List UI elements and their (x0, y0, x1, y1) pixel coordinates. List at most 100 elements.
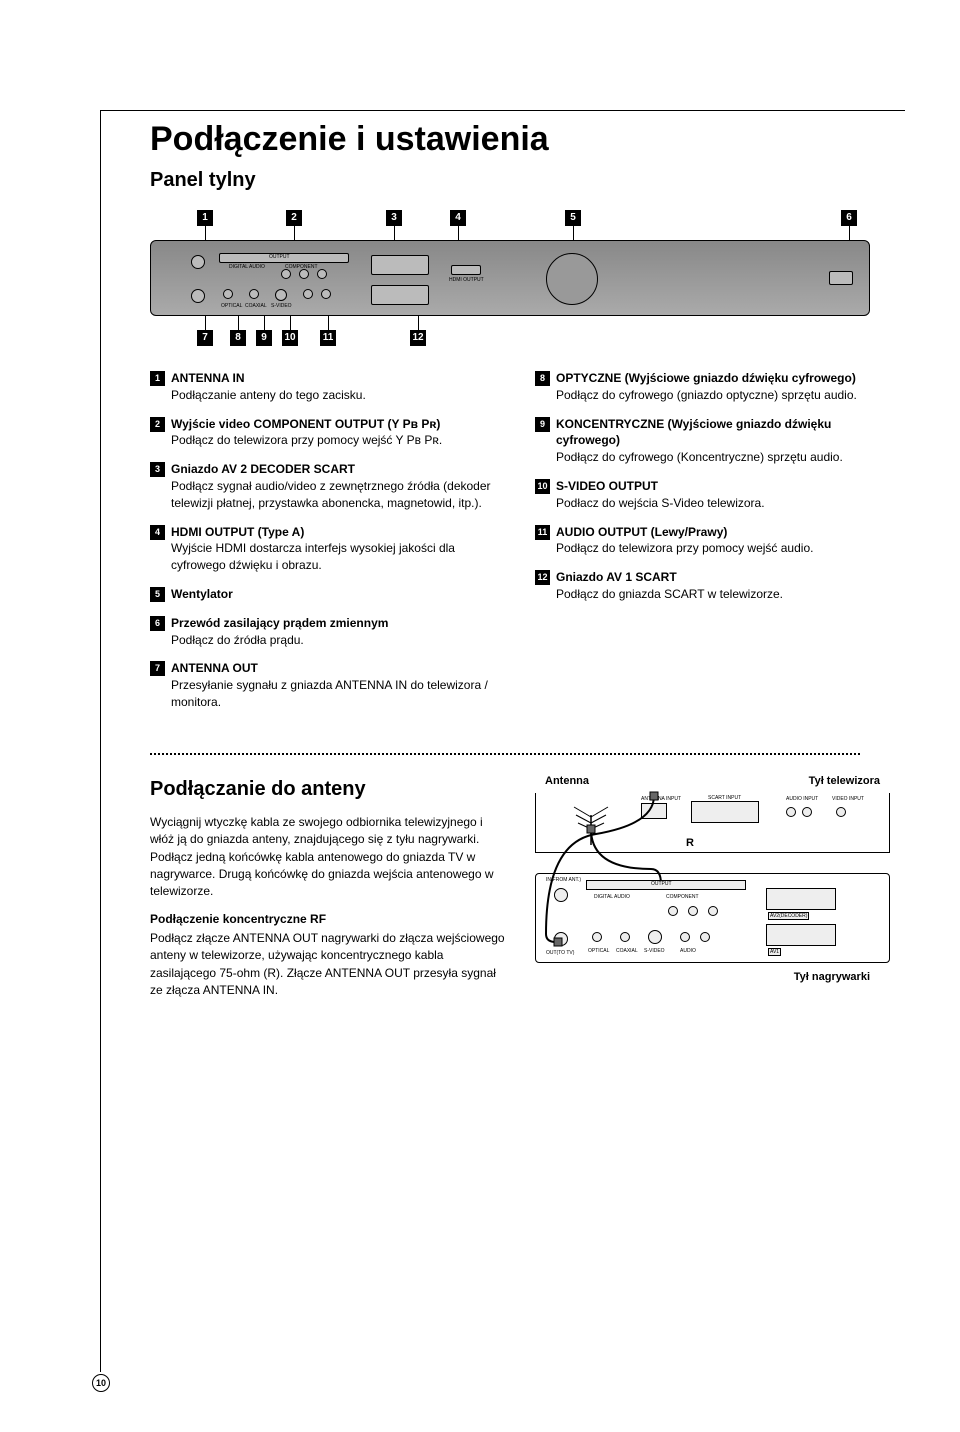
rec-audio-r (700, 932, 710, 942)
callout-10: 10 (282, 330, 298, 346)
item-5: 5 Wentylator (150, 586, 505, 603)
bottom-callouts-row: 789101112 (150, 320, 890, 350)
tv-audio-r (802, 807, 812, 817)
output-label: OUTPUT (269, 254, 290, 260)
item-num-7: 7 (150, 661, 165, 676)
item-title-5: Wentylator (171, 587, 233, 601)
port-optical (223, 289, 233, 299)
rf-subhead: Podłączenie koncentryczne RF (150, 911, 505, 928)
port-pb (299, 269, 309, 279)
callout-5: 5 (565, 210, 581, 226)
port-power (829, 271, 853, 285)
port-antenna-out (191, 289, 205, 303)
port-svideo (275, 289, 287, 301)
item-num-11: 11 (535, 525, 550, 540)
rear-panel-figure: 1 2 3 4 5 6 OUTPUT OPTICAL COAXIAL S-VIDEO DI… (120, 210, 890, 350)
item-title-11: AUDIO OUTPUT (Lewy/Prawy) (556, 525, 727, 539)
label-antenna: Antenna (545, 775, 589, 787)
item-body-1: ANTENNA IN Podłączanie anteny do tego zac… (171, 370, 505, 404)
port-hdmi (451, 265, 481, 275)
item-body-8: OPTYCZNE (Wyjściowe gniazdo dźwięku cyfr… (556, 370, 890, 404)
item-title-4: HDMI OUTPUT (Type A) (171, 525, 304, 539)
callout-1: 1 (197, 210, 213, 226)
lbl-optical: OPTICAL (221, 303, 242, 309)
item-10: 10S-VIDEO OUTPUTPodłacz do wejścia S-Vid… (535, 478, 890, 512)
item-desc-3: Podłącz sygnał audio/video z zewnętrzneg… (171, 479, 491, 510)
rec-scart1 (766, 924, 836, 946)
item-num-5: 5 (150, 587, 165, 602)
lbl-rec-av2: AV2(DECODER) (768, 912, 809, 920)
lbl-audio-input: AUDIO INPUT (786, 796, 818, 802)
callout-line-4 (458, 226, 459, 240)
item-title-12: Gniazdo AV 1 SCART (556, 570, 677, 584)
lbl-scart-input: SCART INPUT (708, 795, 741, 801)
item-11: 11 AUDIO OUTPUT (Lewy/Prawy) Podłącz do te… (535, 524, 890, 558)
item-title-2: Wyjście video COMPONENT OUTPUT (Y Pʙ Pʀ) (171, 417, 440, 431)
callout-line-10 (290, 316, 291, 330)
item-title-7: ANTENNA OUT (171, 661, 258, 675)
item-body-7: ANTENNA OUT Przesyłanie sygnału z gniazda… (171, 660, 505, 710)
rec-pb (688, 906, 698, 916)
port-audio-r (321, 289, 331, 299)
item-body-3: Gniazdo AV 2 DECODER SCARTPodłącz sygnał… (171, 461, 505, 511)
lbl-digaudio: DIGITAL AUDIO (229, 264, 265, 270)
item-title-1: ANTENNA IN (171, 371, 245, 385)
item-9: 9 KONCENTRYCZNE (Wyjściowe gniazdo dźwięk… (535, 416, 890, 466)
tv-video-in (836, 807, 846, 817)
label-recorder-back: Tył nagrywarki (535, 971, 890, 983)
port-coaxial (249, 289, 259, 299)
callout-line-7 (205, 316, 206, 330)
lbl-video-input: VIDEO INPUT (832, 796, 864, 802)
port-scart-av2 (371, 255, 429, 275)
item-body-5: Wentylator (171, 586, 505, 603)
lbl-component: COMPONENT (285, 264, 318, 270)
port-fan (546, 253, 598, 305)
item-body-6: Przewód zasilający prądem zmiennymPodłąc… (171, 615, 505, 649)
item-title-9: KONCENTRYCZNE (Wyjściowe gniazdo dźwięku… (556, 417, 831, 448)
page-number: 10 (92, 1374, 110, 1392)
item-num-3: 3 (150, 462, 165, 477)
r-label: R (686, 837, 694, 849)
rec-pr (708, 906, 718, 916)
rec-scart2 (766, 888, 836, 910)
item-num-12: 12 (535, 570, 550, 585)
port-scart-av1 (371, 285, 429, 305)
item-title-8: OPTYCZNE (Wyjściowe gniazdo dźwięku cyfr… (556, 371, 856, 385)
item-num-6: 6 (150, 616, 165, 631)
item-desc-7: Przesyłanie sygnału z gniazda ANTENNA IN… (171, 678, 488, 709)
item-title-10: S-VIDEO OUTPUT (556, 479, 658, 493)
diagram-top-labels: Antenna Tył telewizora (535, 775, 890, 787)
callout-4: 4 (450, 210, 466, 226)
callout-line-6 (849, 226, 850, 240)
item-body-11: AUDIO OUTPUT (Lewy/Prawy) Podłącz do tele… (556, 524, 890, 558)
item-desc-2: Podłącz do telewizora przy pomocy wejść … (171, 433, 442, 447)
item-body-10: S-VIDEO OUTPUT Podłacz do wejścia S-Video… (556, 478, 890, 512)
item-num-9: 9 (535, 417, 550, 432)
item-4: 4HDMI OUTPUT (Type A)Wyjście HDMI dostar… (150, 524, 505, 574)
antenna-para2: Podłącz złącze ANTENNA OUT nagrywarki do… (150, 930, 505, 1000)
item-desc-11: Podłącz do telewizora przy pomocy wejść … (556, 541, 813, 555)
callout-line-5 (573, 226, 574, 240)
callout-line-8 (238, 316, 239, 330)
divider (150, 753, 860, 755)
callout-3: 3 (386, 210, 402, 226)
tv-audio-l (786, 807, 796, 817)
callout-9: 9 (256, 330, 272, 346)
callout-line-3 (394, 226, 395, 240)
item-body-2: Wyjście video COMPONENT OUTPUT (Y Pʙ Pʀ)… (171, 416, 505, 450)
item-num-1: 1 (150, 371, 165, 386)
connection-diagram: Antenna Tył telewizora ANTENNA INPUT SCA… (535, 775, 890, 1010)
lower-section: Podłączanie do anteny Wyciągnij wtyczkę … (120, 775, 890, 1010)
callout-2: 2 (286, 210, 302, 226)
item-desc-10: Podłacz do wejścia S-Video telewizora. (556, 496, 765, 510)
port-audio-l (303, 289, 313, 299)
item-desc-1: Podłączanie anteny do tego zacisku. (171, 388, 366, 402)
antenna-heading: Podłączanie do anteny (150, 775, 505, 804)
item-desc-6: Podłącz do źródła prądu. (171, 633, 304, 647)
callout-6: 6 (841, 210, 857, 226)
rear-panel-diagram: OUTPUT OPTICAL COAXIAL S-VIDEO DIGITAL A… (150, 240, 870, 316)
item-desc-12: Podłącz do gniazda SCART w telewizorze. (556, 587, 783, 601)
item-2: 2Wyjście video COMPONENT OUTPUT (Y Pʙ Pʀ… (150, 416, 505, 450)
callout-line-2 (294, 226, 295, 240)
antenna-text: Podłączanie do anteny Wyciągnij wtyczkę … (150, 775, 505, 1010)
